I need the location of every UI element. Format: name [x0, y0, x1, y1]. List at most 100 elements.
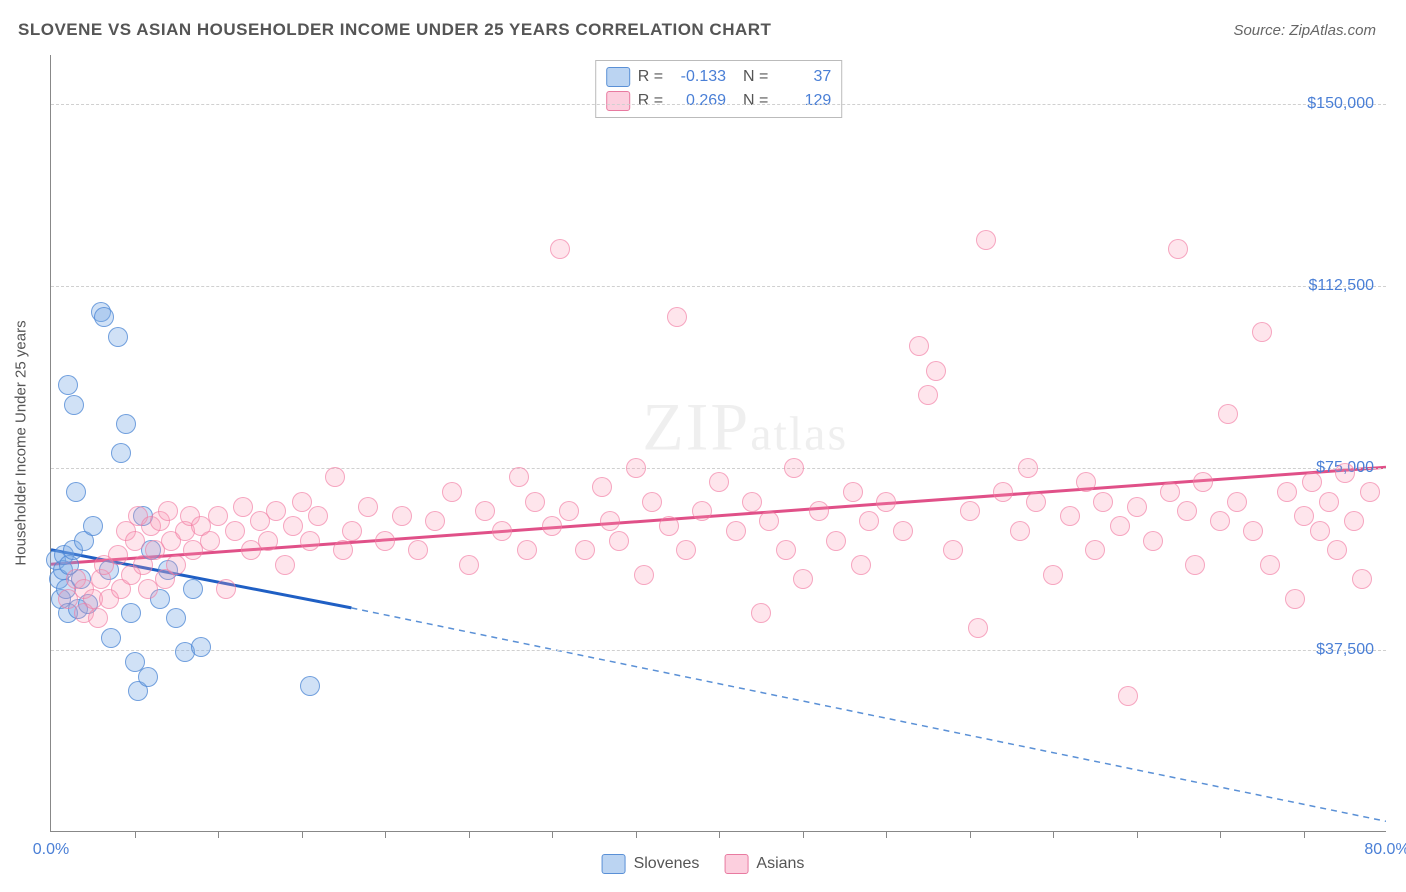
gridline-h [51, 650, 1386, 651]
point-asians [1185, 555, 1205, 575]
chart-container: SLOVENE VS ASIAN HOUSEHOLDER INCOME UNDE… [0, 0, 1406, 892]
gridline-h [51, 468, 1386, 469]
point-slovenes [191, 637, 211, 657]
point-asians [492, 521, 512, 541]
point-asians [1360, 482, 1380, 502]
x-tick [803, 831, 804, 838]
stats-n-label: N = [734, 92, 768, 110]
point-asians [592, 477, 612, 497]
point-asians [943, 540, 963, 560]
point-asians [1243, 521, 1263, 541]
point-asians [859, 511, 879, 531]
point-asians [342, 521, 362, 541]
stats-row: R =0.269 N =129 [606, 89, 832, 113]
point-slovenes [108, 327, 128, 347]
point-slovenes [101, 628, 121, 648]
point-asians [692, 501, 712, 521]
point-asians [784, 458, 804, 478]
point-asians [1010, 521, 1030, 541]
point-asians [1193, 472, 1213, 492]
point-asians [283, 516, 303, 536]
x-tick [1053, 831, 1054, 838]
stats-n-value: 129 [776, 92, 831, 110]
point-asians [208, 506, 228, 526]
point-asians [325, 467, 345, 487]
x-tick [1304, 831, 1305, 838]
x-tick [469, 831, 470, 838]
point-asians [575, 540, 595, 560]
point-asians [1026, 492, 1046, 512]
point-asians [667, 307, 687, 327]
stats-legend-box: R =-0.133 N =37R =0.269 N =129 [595, 60, 843, 118]
point-asians [1352, 569, 1372, 589]
point-slovenes [66, 482, 86, 502]
point-asians [333, 540, 353, 560]
point-asians [759, 511, 779, 531]
point-asians [1285, 589, 1305, 609]
x-tick [636, 831, 637, 838]
stats-n-value: 37 [776, 68, 831, 86]
point-asians [233, 497, 253, 517]
point-slovenes [121, 603, 141, 623]
stats-r-value: -0.133 [671, 68, 726, 86]
point-slovenes [58, 375, 78, 395]
x-tick [970, 831, 971, 838]
point-asians [1302, 472, 1322, 492]
point-asians [358, 497, 378, 517]
chart-title: SLOVENE VS ASIAN HOUSEHOLDER INCOME UNDE… [18, 20, 771, 40]
x-tick [552, 831, 553, 838]
stats-r-label: R = [638, 68, 663, 86]
point-asians [1344, 511, 1364, 531]
point-asians [600, 511, 620, 531]
point-asians [642, 492, 662, 512]
point-asians [976, 230, 996, 250]
point-asians [742, 492, 762, 512]
x-tick [135, 831, 136, 838]
y-tick-label: $150,000 [1307, 95, 1374, 113]
plot-area: Householder Income Under 25 years ZIPatl… [50, 55, 1386, 832]
point-slovenes [64, 395, 84, 415]
chart-source: Source: ZipAtlas.com [1233, 22, 1376, 39]
point-asians [108, 545, 128, 565]
point-asians [634, 565, 654, 585]
point-asians [158, 501, 178, 521]
y-axis-label: Householder Income Under 25 years [13, 320, 30, 565]
x-tick [719, 831, 720, 838]
point-asians [926, 361, 946, 381]
stats-row: R = -0.133 N = 37 [606, 65, 832, 89]
point-asians [1252, 322, 1272, 342]
point-asians [776, 540, 796, 560]
y-tick-label: $37,500 [1316, 641, 1374, 659]
point-asians [542, 516, 562, 536]
point-asians [1168, 239, 1188, 259]
point-asians [300, 531, 320, 551]
x-tick [218, 831, 219, 838]
point-asians [1294, 506, 1314, 526]
point-asians [517, 540, 537, 560]
stats-r-label: R = [638, 92, 663, 110]
legend-item: Asians [724, 854, 804, 874]
point-asians [408, 540, 428, 560]
point-asians [968, 618, 988, 638]
point-asians [909, 336, 929, 356]
point-asians [1310, 521, 1330, 541]
point-slovenes [138, 667, 158, 687]
point-asians [1260, 555, 1280, 575]
x-tick [302, 831, 303, 838]
point-asians [1018, 458, 1038, 478]
point-asians [960, 501, 980, 521]
x-tick-label: 0.0% [33, 841, 69, 859]
legend-item: Slovenes [602, 854, 700, 874]
point-asians [993, 482, 1013, 502]
trend-lines-svg [51, 55, 1386, 831]
point-asians [1043, 565, 1063, 585]
point-asians [1060, 506, 1080, 526]
point-asians [425, 511, 445, 531]
point-slovenes [111, 443, 131, 463]
point-asians [918, 385, 938, 405]
point-asians [392, 506, 412, 526]
point-asians [609, 531, 629, 551]
stats-n-label: N = [734, 68, 768, 86]
point-asians [1335, 463, 1355, 483]
point-asians [1210, 511, 1230, 531]
